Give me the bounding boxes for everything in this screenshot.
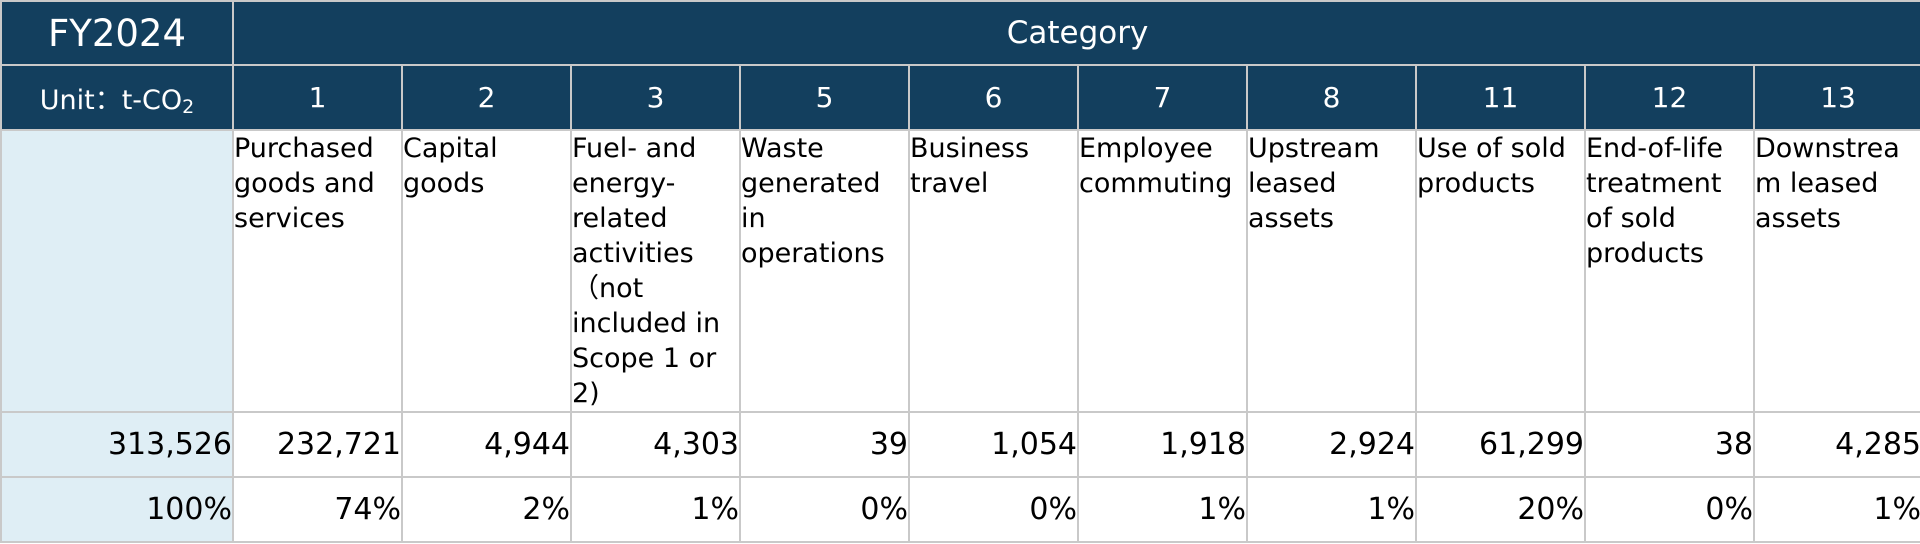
emissions-5: 39 (739, 411, 910, 478)
share-row: 100% 74% 2% 1% 0% 0% 1% 1% 20% 0% 1% (0, 476, 1920, 543)
share-5: 0% (739, 476, 910, 543)
category-number-2: 2 (401, 64, 572, 131)
emissions-1: 232,721 (232, 411, 403, 478)
category-number-3: 3 (570, 64, 741, 131)
category-number-13: 13 (1752, 64, 1920, 131)
unit-text: Unit：t-CO (39, 84, 183, 116)
blank-total-cell (0, 129, 234, 413)
header-row-top: FY2024 Category (0, 0, 1920, 66)
emissions-6: 1,054 (908, 411, 1079, 478)
share-8: 1% (1246, 476, 1417, 543)
emissions-12: 38 (1584, 411, 1755, 478)
category-number-6: 6 (908, 64, 1079, 131)
category-name-7: Employee commuting (1077, 129, 1248, 413)
category-name-1: Purchased goods and services (232, 129, 403, 413)
share-7: 1% (1077, 476, 1248, 543)
category-name-row: Purchased goods and services Capital goo… (0, 129, 1920, 413)
category-name-3: Fuel- and energy-related activities （not… (570, 129, 741, 413)
emissions-7: 1,918 (1077, 411, 1248, 478)
category-name-5: Waste generated in operations (739, 129, 910, 413)
category-name-8: Upstream leased assets (1246, 129, 1417, 413)
emissions-13: 4,285 (1752, 411, 1920, 478)
share-13: 1% (1752, 476, 1920, 543)
share-1: 74% (232, 476, 403, 543)
category-name-2: Capital goods (401, 129, 572, 413)
total-share: 100% (0, 476, 234, 543)
category-name-6: Business travel (908, 129, 1079, 413)
category-heading: Category (231, 0, 1920, 66)
unit-label: Unit：t-CO2 (0, 64, 234, 131)
category-name-12: End-of-life treatment of sold products (1584, 129, 1755, 413)
category-name-13: Downstream leased assets (1752, 129, 1920, 413)
unit-subscript: 2 (182, 95, 195, 118)
share-6: 0% (908, 476, 1079, 543)
total-emissions: 313,526 (0, 411, 234, 478)
emissions-11: 61,299 (1415, 411, 1586, 478)
category-name-11: Use of sold products (1415, 129, 1586, 413)
emissions-3: 4,303 (570, 411, 741, 478)
category-number-11: 11 (1415, 64, 1586, 131)
category-number-1: 1 (232, 64, 403, 131)
category-number-8: 8 (1246, 64, 1417, 131)
category-number-7: 7 (1077, 64, 1248, 131)
emissions-row: 313,526 232,721 4,944 4,303 39 1,054 1,9… (0, 411, 1920, 478)
category-number-5: 5 (739, 64, 910, 131)
emissions-2: 4,944 (401, 411, 572, 478)
share-2: 2% (401, 476, 572, 543)
emissions-8: 2,924 (1246, 411, 1417, 478)
share-12: 0% (1584, 476, 1755, 543)
share-3: 1% (570, 476, 741, 543)
share-11: 20% (1415, 476, 1586, 543)
header-row-numbers: Unit：t-CO2 1 2 3 5 6 7 8 11 12 13 (0, 64, 1920, 131)
fiscal-year-heading: FY2024 (0, 0, 234, 66)
category-number-12: 12 (1584, 64, 1755, 131)
